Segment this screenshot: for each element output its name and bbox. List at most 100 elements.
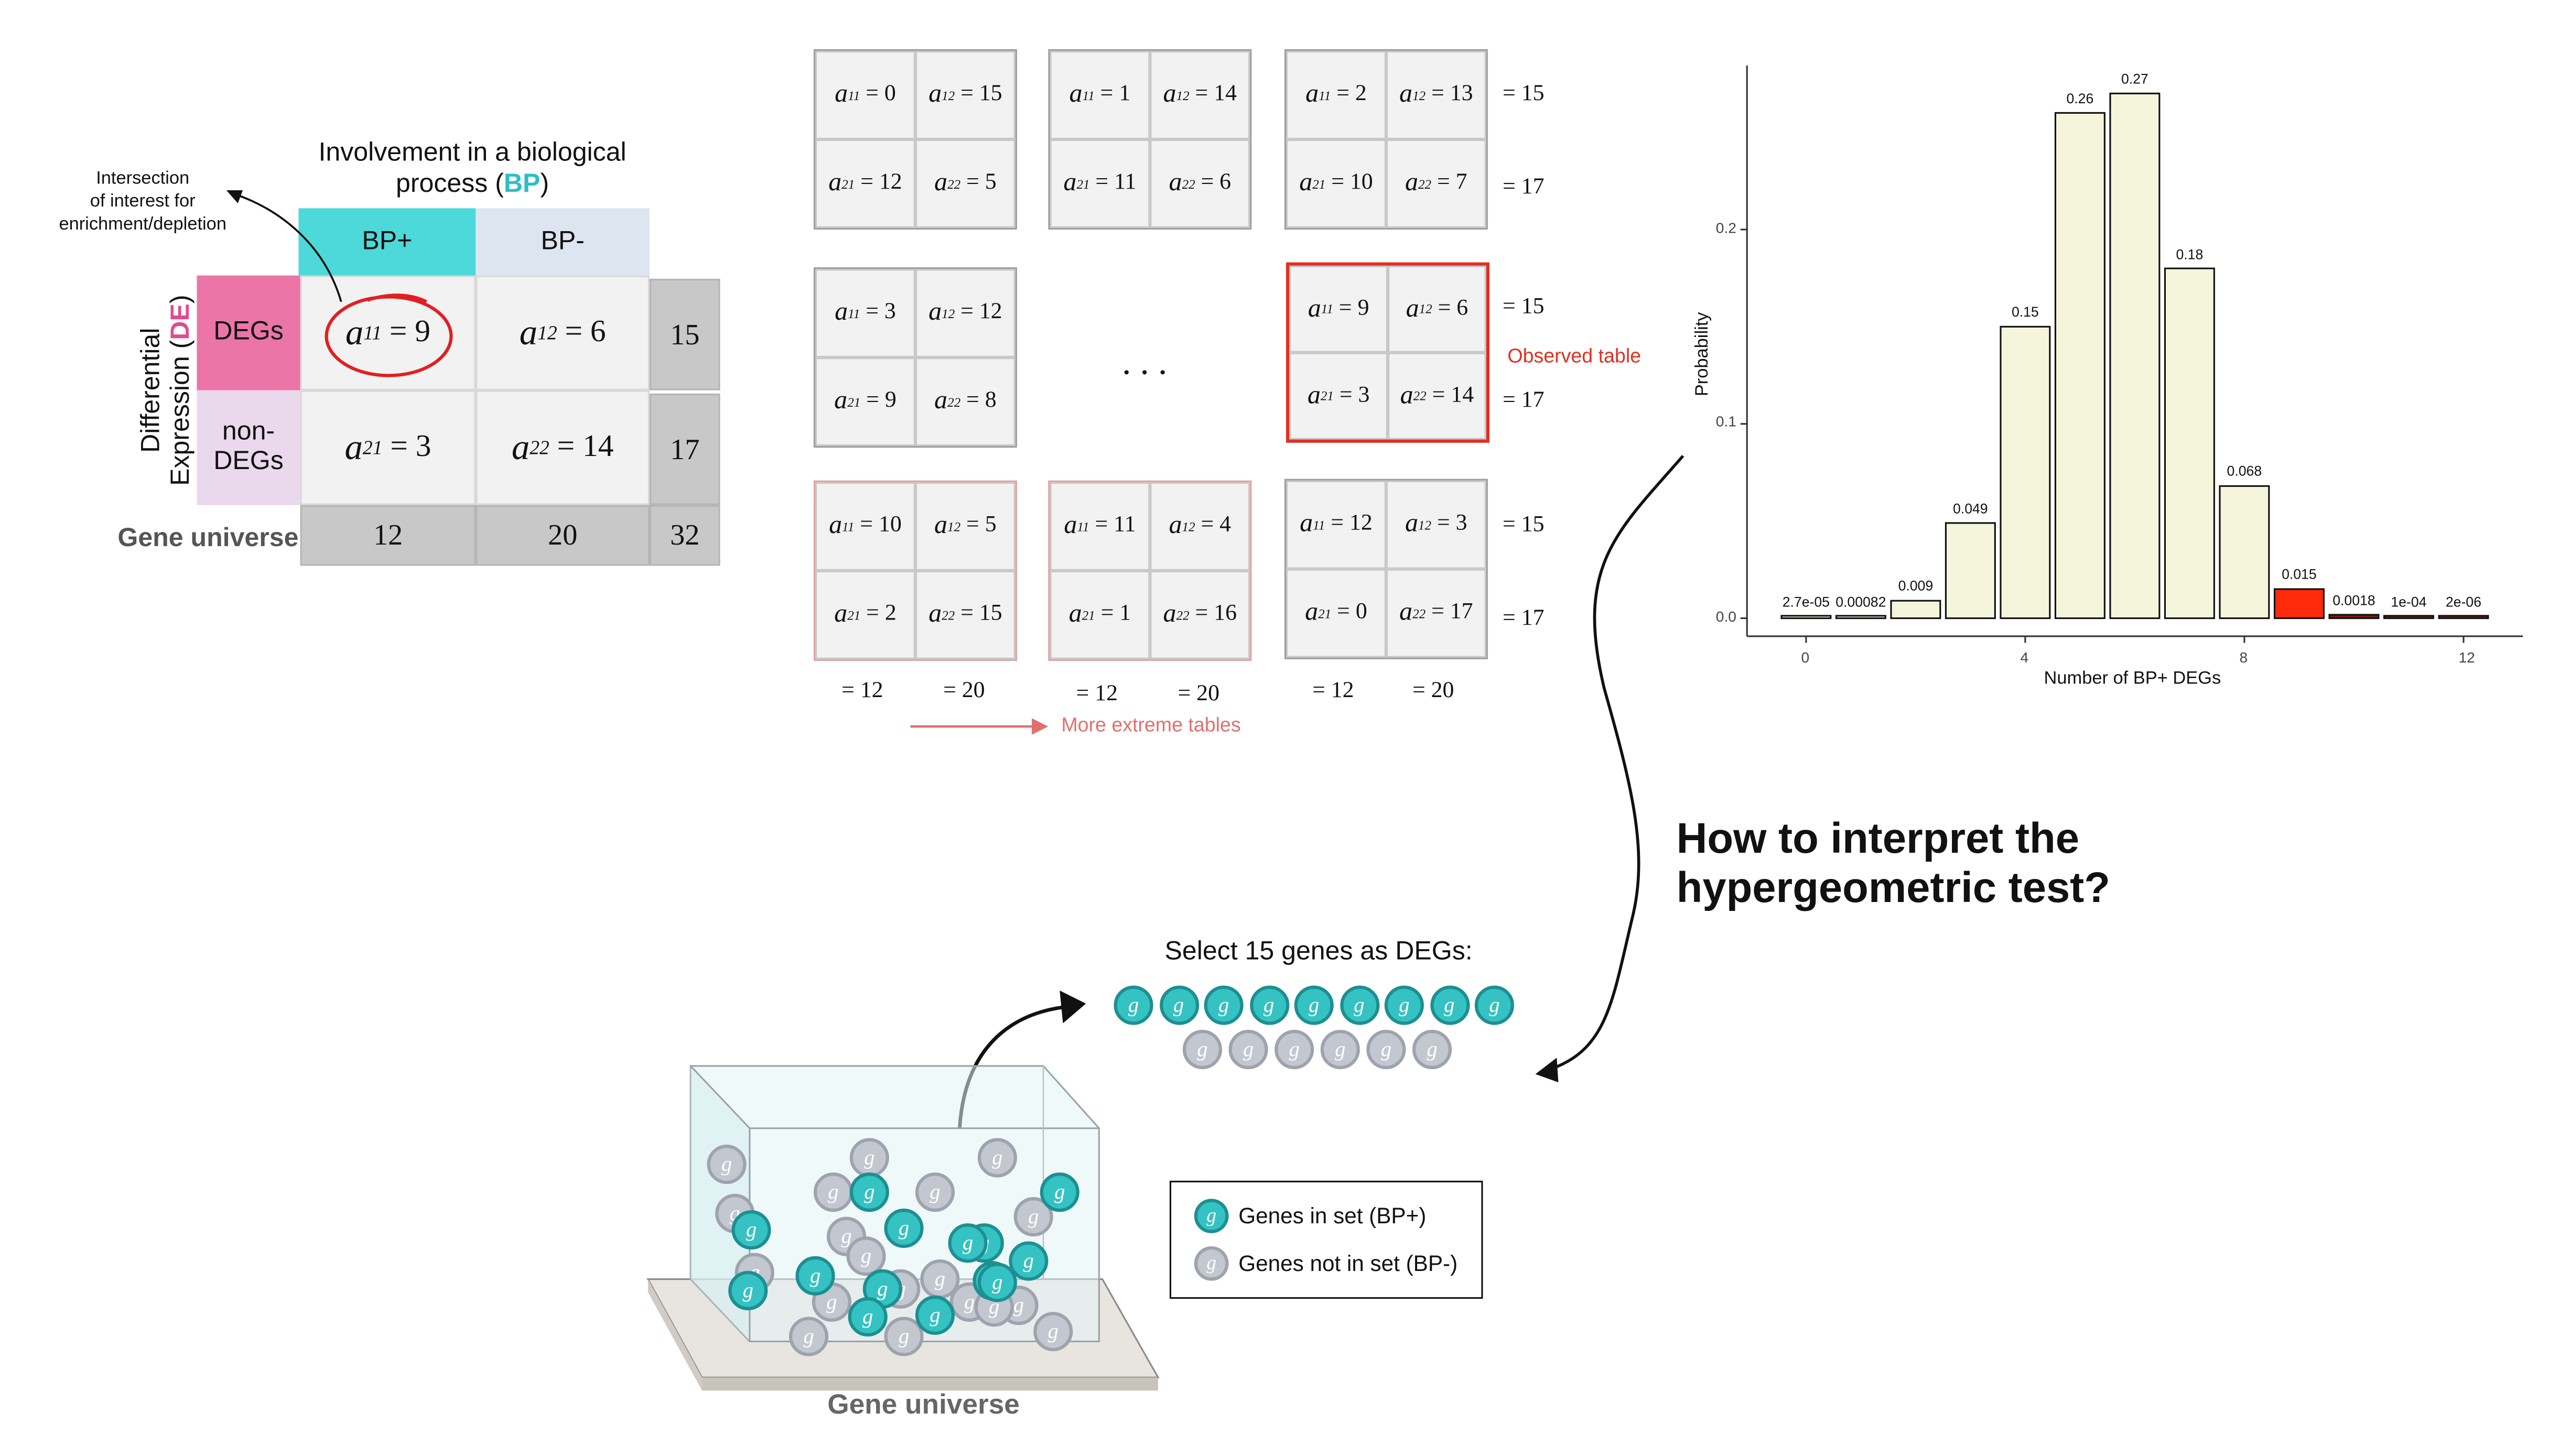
mini-cell-a21: a 21 = 9 — [815, 357, 915, 447]
y-tick-label-0.1: 0.1 — [1715, 414, 1736, 431]
mini-cell-a11: a 11 = 9 — [1289, 265, 1388, 353]
marginal-sum-11: = 12 — [1312, 679, 1354, 704]
bar-label-8: 0.068 — [2227, 463, 2262, 480]
mini-cell-a12: a 12 = 13 — [1386, 50, 1486, 139]
probability-histogram — [1740, 66, 2523, 643]
bar-label-9: 0.015 — [2282, 566, 2317, 583]
bar-3 — [1945, 522, 1996, 620]
selected-gene-in-set: g — [1159, 985, 1198, 1025]
mini-table-5: a 11 = 9 a 12 = 6 a 21 = 3 a 22 = 14 — [1286, 262, 1489, 443]
bar-label-1: 0.00082 — [1835, 593, 1886, 610]
bar-label-11: 1e-04 — [2391, 593, 2427, 610]
bar-label-12: 2e-06 — [2445, 593, 2481, 610]
x-tick-label-0: 0 — [1801, 649, 1810, 666]
mini-table-2: a 11 = 1 a 12 = 14 a 21 = 11 a 22 = 6 — [1048, 49, 1252, 230]
bar-label-10: 0.0018 — [2333, 592, 2376, 609]
bar-label-7: 0.18 — [2176, 245, 2204, 262]
mini-table-3: a 11 = 2 a 12 = 13 a 21 = 10 a 22 = 7 — [1284, 49, 1488, 230]
mini-table-8: a 11 = 12 a 12 = 3 a 21 = 0 a 22 = 17 — [1284, 479, 1488, 659]
universe-gene-not-in-set: g — [846, 1236, 886, 1276]
selected-gene-in-set: g — [1429, 985, 1469, 1025]
mini-cell-a22: a 22 = 7 — [1386, 139, 1486, 228]
universe-gene-not-in-set: g — [812, 1282, 851, 1322]
y-tick-label-0.0: 0.0 — [1715, 608, 1736, 625]
more-extreme-label: More extreme tables — [1061, 713, 1241, 736]
universe-gene-in-set: g — [884, 1208, 924, 1248]
mini-cell-a22: a 22 = 17 — [1386, 569, 1486, 658]
universe-gene-in-set: g — [977, 1263, 1017, 1302]
mini-cell-a21: a 21 = 0 — [1286, 569, 1386, 658]
legend-in-set-label: Genes in set (BP+) — [1238, 1203, 1427, 1229]
mini-table-1: a 11 = 0 a 12 = 15 a 21 = 12 a 22 = 5 — [813, 49, 1017, 230]
marginal-sum-4: = 17 — [1503, 388, 1545, 414]
bar-11 — [2383, 615, 2434, 620]
legend-box: g Genes in set (BP+) g Genes not in set … — [1169, 1180, 1483, 1299]
universe-gene-not-in-set: g — [707, 1144, 747, 1185]
mini-cell-a22: a 22 = 8 — [915, 357, 1016, 447]
bar-1 — [1835, 615, 1886, 620]
selected-gene-in-set: g — [1204, 985, 1244, 1025]
row-total-degs: 15 — [650, 278, 720, 390]
mini-cell-a22: a 22 = 15 — [915, 570, 1016, 659]
mini-cell-a12: a 12 = 3 — [1386, 480, 1486, 569]
intersection-annotation: Intersection of interest for enrichment/… — [59, 169, 226, 235]
marginal-sum-10: = 20 — [1178, 682, 1220, 707]
x-tick-label-8: 8 — [2239, 649, 2248, 666]
marginal-sum-7: = 12 — [841, 679, 883, 704]
selected-gene-in-set: g — [1114, 985, 1153, 1025]
mini-cell-a11: a 11 = 1 — [1050, 50, 1150, 139]
bar-label-0: 2.7e-05 — [1782, 593, 1830, 610]
mini-cell-a11: a 11 = 10 — [815, 482, 915, 571]
marginal-sum-3: = 15 — [1503, 295, 1545, 320]
cell-a21: a 21 = 3 — [300, 390, 476, 505]
universe-gene-not-in-set: g — [884, 1317, 924, 1356]
question-text: How to interpret the hypergeometric test… — [1676, 813, 2110, 912]
mini-table-4: a 11 = 3 a 12 = 12 a 21 = 9 a 22 = 8 — [813, 267, 1017, 448]
marginal-sum-6: = 17 — [1503, 606, 1545, 632]
mini-cell-a21: a 21 = 11 — [1050, 139, 1150, 228]
bar-label-6: 0.27 — [2121, 70, 2148, 87]
gene-universe-caption: Gene universe — [827, 1389, 1020, 1420]
universe-gene-not-in-set: g — [1033, 1312, 1073, 1352]
universe-gene-in-set: g — [1040, 1172, 1079, 1212]
mini-cell-a12: a 12 = 14 — [1150, 50, 1250, 139]
non-degs-row-header: non- DEGs — [197, 390, 300, 505]
legend-gene-not-in-set-icon: g — [1194, 1246, 1229, 1281]
selected-gene-not-in-set: g — [1320, 1029, 1360, 1070]
universe-gene-in-set: g — [728, 1270, 768, 1310]
col-total-bp-plus: 12 — [300, 505, 476, 566]
legend-not-in-set-label: Genes not in set (BP-) — [1238, 1251, 1458, 1276]
bar-4 — [2000, 325, 2051, 620]
mini-table-7: a 11 = 11 a 12 = 4 a 21 = 1 a 22 = 16 — [1048, 480, 1252, 661]
selected-gene-not-in-set: g — [1228, 1029, 1268, 1070]
universe-gene-not-in-set: g — [789, 1317, 829, 1356]
mini-cell-a11: a 11 = 11 — [1050, 482, 1150, 571]
selected-gene-in-set: g — [1249, 985, 1289, 1025]
universe-gene-in-set: g — [849, 1172, 889, 1212]
bar-label-3: 0.049 — [1953, 500, 1988, 517]
mini-cell-a11: a 11 = 3 — [815, 269, 915, 358]
mini-cell-a11: a 11 = 0 — [815, 50, 915, 139]
bar-5 — [2054, 112, 2105, 620]
legend-gene-in-set-icon: g — [1194, 1199, 1229, 1233]
x-tick-label-12: 12 — [2458, 649, 2475, 666]
bp-title: Involvement in a biological process (BP) — [318, 139, 627, 199]
selected-gene-in-set: g — [1294, 985, 1334, 1025]
row-total-non-degs: 17 — [650, 393, 720, 505]
bar-10 — [2328, 614, 2380, 620]
mini-cell-a21: a 21 = 10 — [1286, 139, 1386, 228]
universe-gene-not-in-set: g — [813, 1172, 854, 1212]
selected-gene-not-in-set: g — [1366, 1029, 1406, 1070]
cell-a12: a 12 = 6 — [476, 275, 650, 390]
bar-8 — [2219, 485, 2270, 620]
selected-gene-in-set: g — [1474, 985, 1514, 1025]
mini-cell-a11: a 11 = 12 — [1286, 480, 1386, 569]
mini-cell-a12: a 12 = 12 — [915, 269, 1016, 358]
bar-label-2: 0.009 — [1898, 578, 1934, 594]
mini-cell-a22: a 22 = 16 — [1150, 570, 1250, 659]
degs-row-header: DEGs — [197, 275, 300, 390]
mini-cell-a22: a 22 = 5 — [915, 139, 1016, 228]
mini-cell-a12: a 12 = 4 — [1150, 482, 1250, 571]
universe-gene-in-set: g — [948, 1223, 988, 1263]
